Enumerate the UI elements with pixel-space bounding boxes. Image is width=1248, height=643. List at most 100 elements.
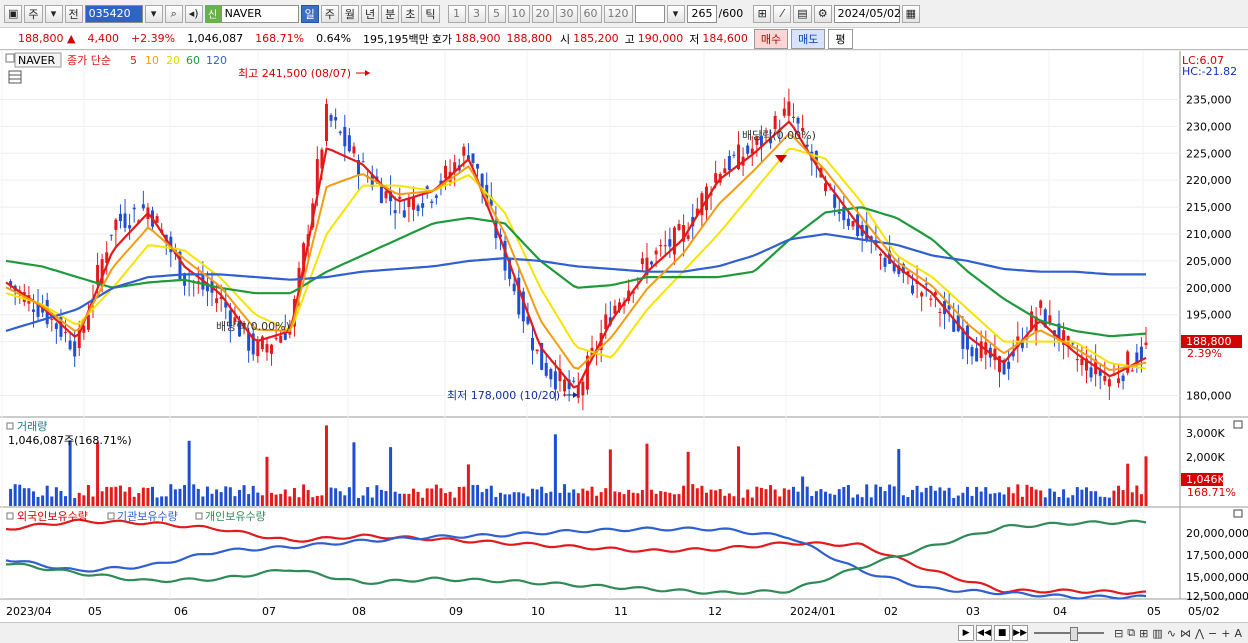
grid-icon[interactable]: ⊞ [1139,626,1149,640]
type-dropdown-icon[interactable]: ▾ [44,4,63,23]
stock-chart[interactable]: 235,000 230,000 225,000 220,000 215,000 210,0… [0,51,1248,622]
interval-20[interactable]: 20 [531,4,554,23]
volume-bar [306,490,310,506]
interval-30[interactable]: 30 [555,4,578,23]
stock-code-input[interactable]: 035420 [84,4,143,23]
speaker-icon[interactable]: ◂) [184,4,203,23]
interval-dropdown-icon[interactable]: ▾ [666,4,685,23]
date-input[interactable]: 2024/05/02 [833,4,901,23]
holdings-panel-close-icon[interactable] [1233,509,1243,518]
interval-60[interactable]: 60 [579,4,602,23]
volume-bar [883,491,887,506]
candle-body [737,144,741,170]
volume-bar [416,491,420,506]
candle-body [64,331,68,333]
type-button[interactable]: 주 [24,4,43,23]
price-axis-label: 200,000 [1186,282,1232,295]
legend-name: NAVER [18,54,56,67]
draw-tools-icon[interactable]: ⁄ [773,4,792,23]
sell-button[interactable]: 매도 [791,28,826,49]
candle-body [270,344,274,354]
prev-button[interactable]: 전 [64,4,83,23]
interval-1[interactable]: 1 [447,4,466,23]
candle-body [224,301,228,308]
custom-interval-input[interactable] [634,4,665,23]
average-button[interactable]: 평 [828,28,853,49]
ask-label: 호가 [431,32,453,46]
code-dropdown-icon[interactable]: ▾ [144,4,163,23]
volume-bar [512,492,516,506]
line-icon[interactable]: ∿ [1166,626,1176,640]
font-icon[interactable]: A [1234,626,1242,640]
legend-name-box[interactable] [14,52,62,68]
volume-bar [540,486,544,506]
search-icon[interactable]: ⌕ [164,4,183,23]
candle-body [888,250,892,264]
candle-body [489,197,493,206]
volume-bar [595,495,599,506]
indicator-icon[interactable]: ⋈ [1180,626,1191,640]
save-icon[interactable]: ▤ [793,4,812,23]
buy-button[interactable]: 매수 [753,28,789,49]
candle-body [572,380,576,382]
candle-body [640,258,644,264]
bar-icon[interactable]: ▥ [1152,626,1163,640]
volume-bar [1089,491,1093,506]
zoom-out-icon[interactable]: − [1208,626,1218,640]
volume-bar [659,491,663,506]
interval-5[interactable]: 5 [487,4,506,23]
gear-icon[interactable]: ⚙ [813,4,832,23]
scroll-last-icon[interactable]: ▶▶ [1012,625,1029,641]
period-day[interactable]: 일 [300,4,319,23]
candle-body [801,127,805,132]
volume-panel-close-icon[interactable] [1233,420,1243,429]
stop-icon[interactable]: ■ [994,625,1011,641]
volume-bar [31,491,35,506]
period-minute[interactable]: 분 [381,4,400,23]
count-input[interactable]: 265 [686,4,717,23]
volume-bar [750,497,754,506]
volume-bar [961,492,965,506]
window-menu-icon[interactable]: ▣ [4,4,23,23]
volume-bar [50,496,54,506]
candle-body [769,138,773,144]
volume-bar [1030,486,1034,506]
low-price: 184,600 [702,32,748,45]
candle-body [260,336,264,350]
volume-bar [434,484,438,506]
period-week[interactable]: 주 [320,4,339,23]
period-year[interactable]: 년 [361,4,380,23]
volume-bar [1075,487,1079,506]
calendar-icon[interactable]: ▦ [901,4,921,23]
candle-body [421,203,425,208]
legend-ma20: 20 [166,54,180,67]
candle-body [1043,309,1047,327]
scroll-right-icon[interactable]: ▶ [958,625,975,641]
volume-bar [828,493,832,506]
compare-icon[interactable]: ⋀ [1195,626,1205,640]
volume-bar [1020,496,1024,506]
date-axis-label: 06 [174,605,188,618]
stock-name-field[interactable]: NAVER [220,4,299,23]
layout-icon[interactable]: ⊟ [1114,626,1124,640]
interval-10[interactable]: 10 [507,4,530,23]
volume-bar [952,497,956,506]
copy-icon[interactable]: ⧉ [1127,626,1136,639]
scroll-first-icon[interactable]: ◀◀ [976,625,993,641]
volume-bar [604,488,608,506]
volume-bar [947,487,951,506]
period-tick[interactable]: 틱 [421,4,440,23]
table-toggle-icon[interactable] [8,70,22,84]
volume-bar [375,485,379,506]
candle-body [82,325,86,333]
interval-3[interactable]: 3 [467,4,486,23]
zoom-slider[interactable] [1034,627,1105,641]
candle-body [824,183,828,192]
date-axis-label: 02 [884,605,898,618]
zoom-in-icon[interactable]: + [1221,626,1231,640]
interval-120[interactable]: 120 [603,4,633,23]
chart-tools-icon[interactable]: ⊞ [753,4,772,23]
period-month[interactable]: 월 [340,4,360,23]
volume-bar [865,484,869,506]
period-second[interactable]: 초 [401,4,420,23]
